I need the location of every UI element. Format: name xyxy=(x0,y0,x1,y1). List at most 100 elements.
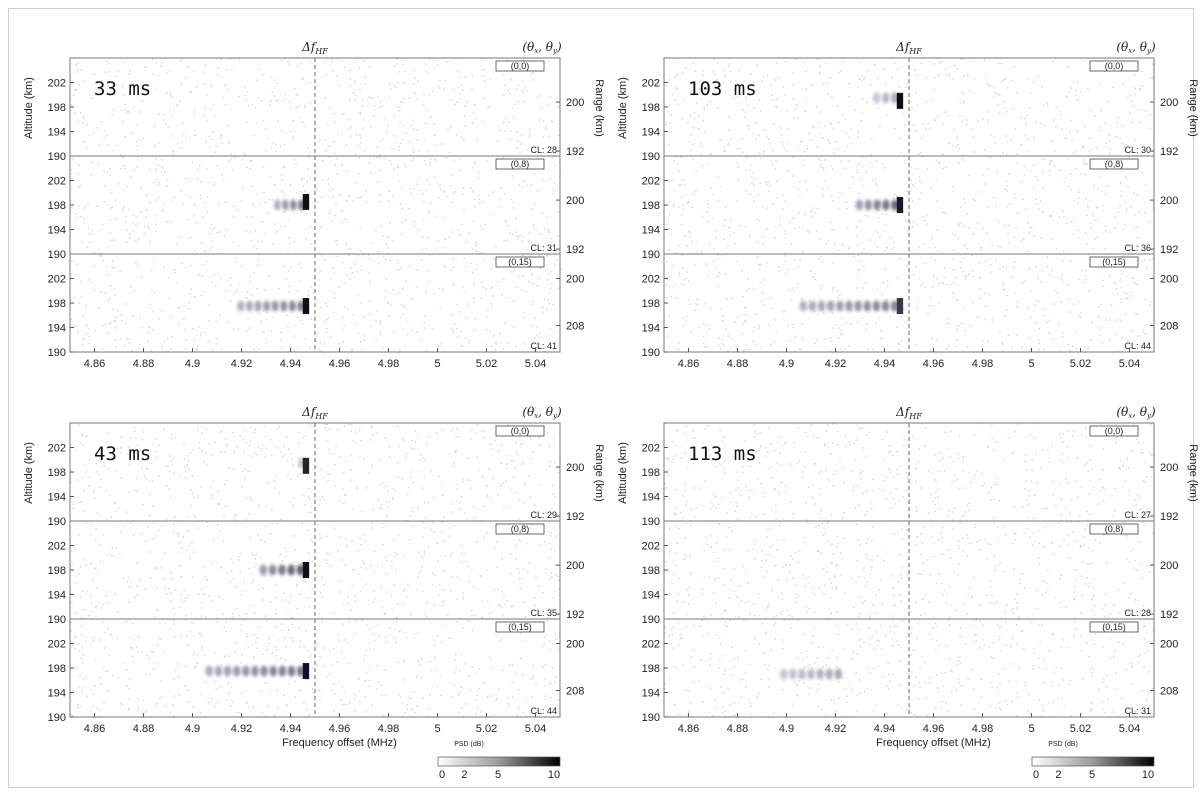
range-tick-label: 200 xyxy=(566,639,584,651)
echo-clump xyxy=(825,668,834,680)
panel-3: ΔfHF (θx, θy)(0,0)CL: 2719019419820219220… xyxy=(617,405,1199,781)
x-tick-label: 5 xyxy=(434,723,440,735)
beam-box xyxy=(495,158,545,170)
beam-label: (0,8) xyxy=(511,159,530,169)
cl-label: CL: 31 xyxy=(1124,706,1151,716)
echo-clump xyxy=(854,300,862,312)
angle-header: (θx, θy) xyxy=(522,405,562,420)
beam-box xyxy=(495,621,545,633)
range-axis-title: Range (km) xyxy=(1187,79,1199,136)
beam-label: (0,15) xyxy=(1102,257,1126,267)
colorbar-tick-label: 2 xyxy=(1055,769,1061,781)
beam-box xyxy=(495,256,545,268)
echo-clump xyxy=(296,665,305,677)
y-tick-label: 194 xyxy=(48,492,66,504)
range-tick-label: 208 xyxy=(566,686,584,698)
range-tick-label: 192 xyxy=(566,146,584,158)
y-tick-label: 190 xyxy=(48,347,66,359)
noise-speckle xyxy=(665,521,1155,620)
range-tick-label: 192 xyxy=(1160,609,1178,621)
x-tick-label: 5.02 xyxy=(1070,358,1091,370)
row-2: (0,15) CL: 31 190 194 198 202 200 208 xyxy=(642,618,1178,724)
delta-f-header: ΔfHF xyxy=(301,405,328,421)
echo-clump xyxy=(205,665,214,677)
row-1: (0,8) CL: 35 190 194 198 202 192 200 xyxy=(48,520,584,626)
y-tick-label: 198 xyxy=(48,663,66,675)
altitude-axis-title: Altitude (km) xyxy=(23,442,35,504)
y-tick-label: 202 xyxy=(642,274,660,286)
echo-clump xyxy=(263,300,271,312)
delta-f-header: ΔfHF xyxy=(301,40,328,56)
y-tick-label: 202 xyxy=(48,78,66,90)
echo-clump xyxy=(280,300,288,312)
x-tick-label: 4.96 xyxy=(329,723,350,735)
y-tick-label: 194 xyxy=(642,590,660,602)
x-tick-label: 5.04 xyxy=(1119,358,1140,370)
x-tick-label: 4.9 xyxy=(779,723,794,735)
frequency-axis-title: Frequency offset (MHz) xyxy=(282,737,397,749)
echo-clump xyxy=(873,199,881,211)
x-tick-label: 4.98 xyxy=(378,723,399,735)
echo-clump xyxy=(268,564,277,576)
beam-label: (0,0) xyxy=(1105,61,1124,71)
y-tick-label: 198 xyxy=(48,200,66,212)
y-tick-label: 202 xyxy=(642,78,660,90)
x-tick-label: 5 xyxy=(1028,358,1034,370)
x-tick-label: 4.94 xyxy=(874,358,895,370)
x-tick-label: 4.98 xyxy=(972,358,993,370)
x-tick-label: 5.02 xyxy=(476,723,497,735)
range-tick-label: 200 xyxy=(1160,462,1178,474)
echo-clump xyxy=(836,300,844,312)
echo-clump xyxy=(297,300,305,312)
y-tick-label: 202 xyxy=(642,176,660,188)
row-0: (0,0) CL: 27 190 194 198 202 192 200 xyxy=(642,422,1178,528)
echo-clump xyxy=(271,300,279,312)
y-tick-label: 202 xyxy=(48,274,66,286)
echo-clump xyxy=(799,300,808,312)
echo-clump xyxy=(779,668,788,680)
beam-label: (0,15) xyxy=(508,622,532,632)
y-tick-label: 190 xyxy=(642,712,660,724)
beam-box xyxy=(1089,256,1139,268)
echo-clump xyxy=(881,300,890,312)
beam-label: (0,8) xyxy=(1105,524,1124,534)
echo-clump xyxy=(287,564,296,576)
echo-clump xyxy=(281,199,289,211)
range-tick-label: 192 xyxy=(566,609,584,621)
range-axis-title: Range (km) xyxy=(593,79,605,136)
range-tick-label: 200 xyxy=(566,195,584,207)
row-2: (0,15) CL: 41 190 194 198 202 200 208 xyxy=(48,253,584,359)
range-tick-label: 200 xyxy=(566,274,584,286)
colorbar xyxy=(1031,756,1155,767)
y-tick-label: 190 xyxy=(48,712,66,724)
echo-clump xyxy=(259,564,268,576)
beam-label: (0,15) xyxy=(508,257,532,267)
y-tick-label: 202 xyxy=(48,443,66,455)
cl-label: CL: 30 xyxy=(1124,145,1151,155)
panel-1: ΔfHF (θx, θy) (0,0) CL: 30 190 194 198 202 192 20… xyxy=(617,40,1199,370)
echo-clump xyxy=(788,668,797,680)
range-tick-label: 200 xyxy=(1160,639,1178,651)
angle-header: (θx, θy) xyxy=(1116,405,1156,420)
altitude-axis-title: Altitude (km) xyxy=(617,442,629,504)
time-label: 113 ms xyxy=(688,443,757,465)
echo-clump xyxy=(245,300,254,312)
x-tick-label: 5 xyxy=(434,358,440,370)
y-tick-label: 202 xyxy=(48,176,66,188)
y-tick-label: 194 xyxy=(48,590,66,602)
echo-clump xyxy=(242,665,250,677)
panel-2: ΔfHF (θx, θy)(0,0)CL: 2919019419820219220… xyxy=(23,405,605,781)
y-tick-label: 198 xyxy=(642,565,660,577)
echo-clump xyxy=(254,300,262,312)
range-tick-label: 200 xyxy=(1160,97,1178,109)
range-tick-label: 192 xyxy=(566,511,584,523)
time-label: 43 ms xyxy=(94,443,151,465)
x-tick-label: 5.04 xyxy=(1119,723,1140,735)
y-tick-label: 202 xyxy=(642,639,660,651)
y-tick-label: 202 xyxy=(48,541,66,553)
range-axis-title: Range (km) xyxy=(1187,444,1199,501)
x-tick-label: 4.88 xyxy=(133,358,154,370)
y-tick-label: 198 xyxy=(48,102,66,114)
y-tick-label: 190 xyxy=(48,516,66,528)
y-tick-label: 202 xyxy=(642,443,660,455)
